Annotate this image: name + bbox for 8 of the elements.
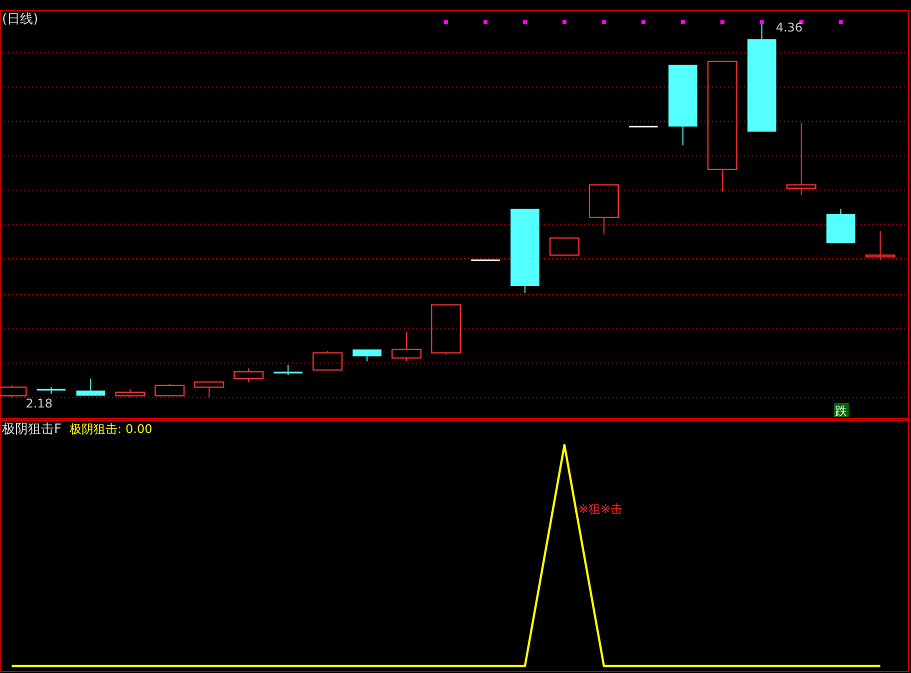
annotation: 4.36 (776, 20, 803, 35)
text: 极阴狙击: (68, 422, 122, 436)
text: 0.00 (126, 422, 152, 436)
annotation: ※狙※击 (578, 502, 623, 516)
annotation: 2.18 (26, 396, 52, 410)
chart-title: (日线) (2, 12, 38, 27)
annotation: 跌 (834, 404, 847, 418)
chart-title: 极阴狙击F (1, 422, 62, 437)
